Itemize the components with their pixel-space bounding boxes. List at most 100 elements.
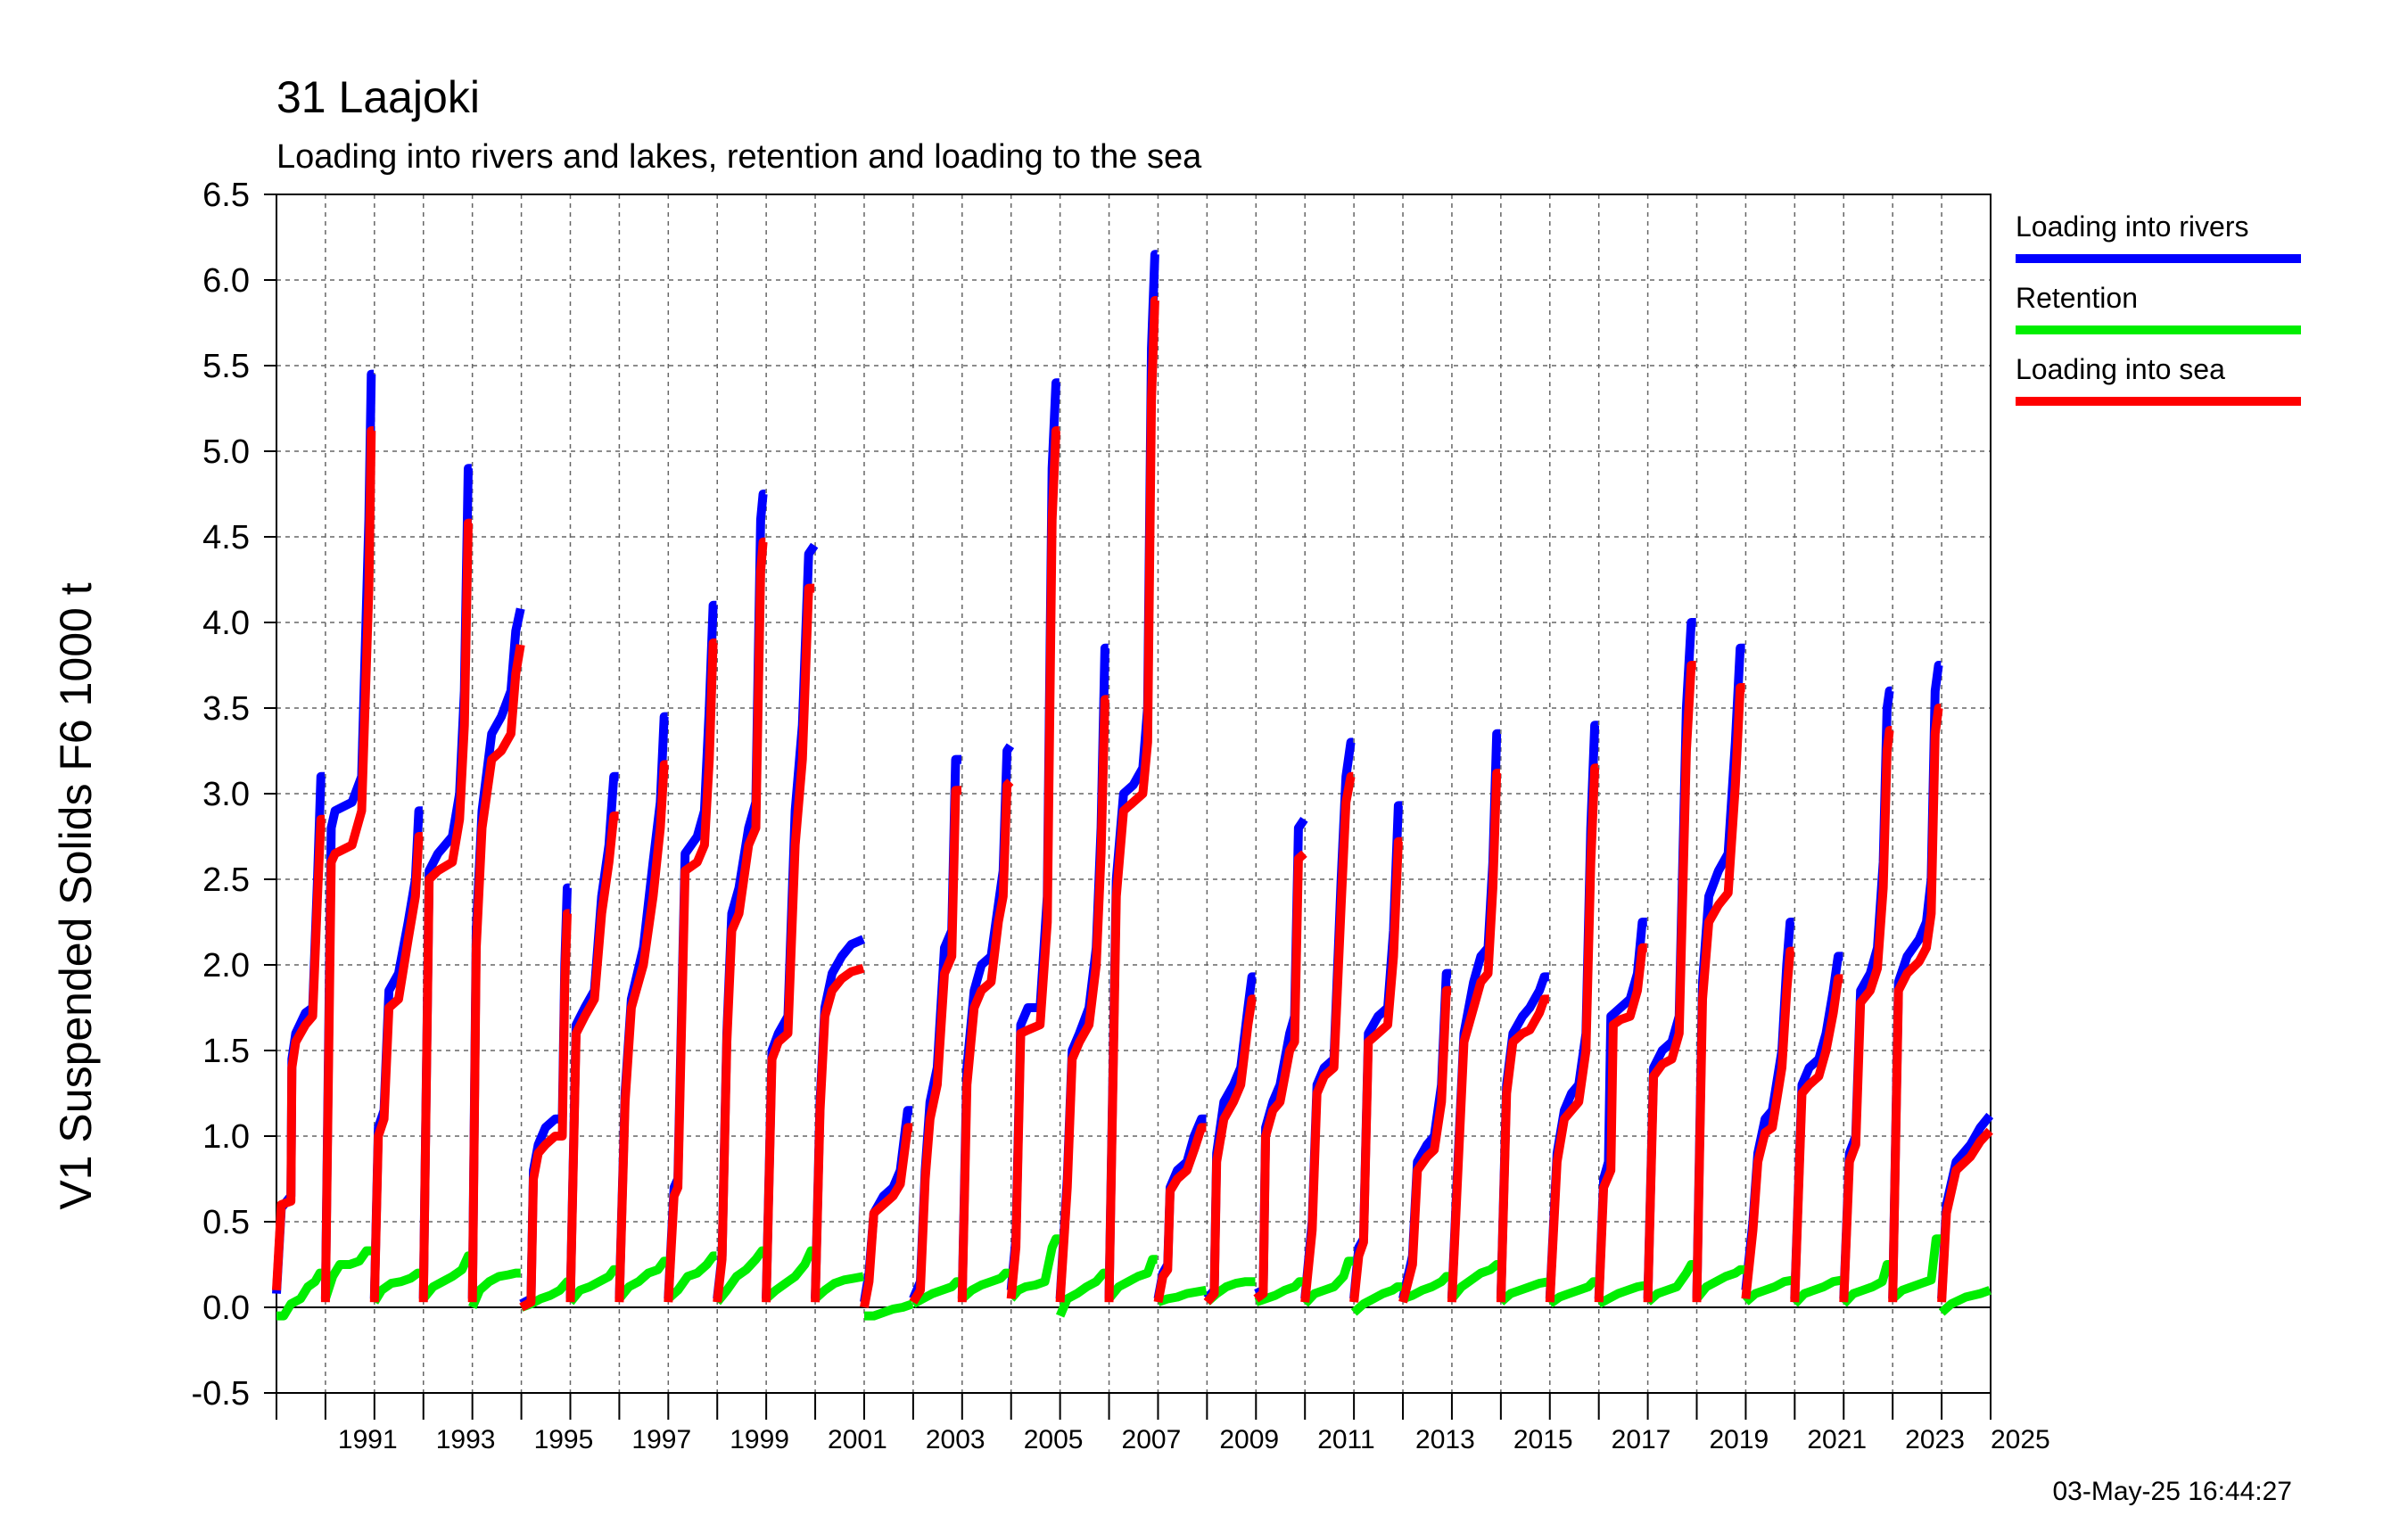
series-line-2002: [860, 1123, 913, 1308]
series-line-2020: [1743, 1275, 1795, 1306]
series-line-2010: [1254, 1277, 1305, 1306]
series-line-2008: [1153, 1123, 1207, 1304]
x-tick-label: 2003: [926, 1425, 985, 1454]
series-line-1999: [713, 1246, 767, 1306]
series-line-1998: [664, 639, 718, 1303]
y-tick-label: 6.0: [202, 262, 250, 300]
series-line-2017: [1594, 943, 1647, 1303]
series-line-2003: [909, 786, 961, 1305]
axes: 6.5 6.0 5.5 5.0 4.5 4.0 3.5 3.0 2.5 2.0 1.5 1.0 0.5 0…: [192, 177, 2050, 1454]
series-line-2022: [1840, 1260, 1893, 1307]
chart-subtitle: Loading into rivers and lakes, retention…: [276, 138, 1202, 176]
series-line-2008: [1156, 1285, 1208, 1306]
series-line-1992: [370, 1268, 423, 1305]
x-tick-label: 2021: [1807, 1425, 1867, 1454]
y-tick-label: 1.0: [202, 1118, 250, 1156]
series-line-2005: [1006, 426, 1060, 1299]
y-tick-label: 3.0: [202, 776, 250, 813]
series-line-2013: [1398, 985, 1452, 1304]
series-line-2003: [911, 1277, 961, 1308]
x-tick-label: 2001: [828, 1425, 887, 1454]
series-group: [272, 250, 1994, 1321]
series-line-1996: [566, 1265, 619, 1306]
series-line-1997: [615, 1256, 669, 1302]
x-tick-label: 2019: [1710, 1425, 1769, 1454]
series-line-1994: [467, 644, 525, 1303]
series-line-1997: [614, 760, 669, 1303]
series-line-2019: [1692, 683, 1745, 1303]
series-line-1991: [320, 369, 376, 1299]
series-line-2023: [1889, 1234, 1942, 1303]
x-tick-label: 2005: [1024, 1425, 1084, 1454]
legend-label: Retention: [2016, 282, 2138, 314]
y-tick-label: -0.5: [192, 1375, 250, 1413]
series-line-2013: [1401, 1272, 1452, 1304]
series-line-2011: [1301, 1256, 1354, 1307]
series-line-2006: [1055, 695, 1109, 1303]
series-line-2014: [1448, 1260, 1502, 1302]
x-tick-label: 1991: [338, 1425, 398, 1454]
series-line-2018: [1643, 661, 1696, 1303]
series-line-1990: [276, 1268, 326, 1321]
x-tick-label: 2007: [1122, 1425, 1182, 1454]
y-axis-label: V1 Suspended Solids F6 1000 t: [51, 582, 101, 1209]
series-line-2000: [763, 1246, 816, 1303]
series-line-2024: [1937, 1127, 1993, 1303]
plot-frame: [276, 194, 1992, 1394]
series-line-2024: [1938, 1286, 1992, 1316]
x-tick-label: 1995: [534, 1425, 594, 1454]
series-line-2021: [1791, 1275, 1844, 1307]
x-tick-label: 2013: [1415, 1425, 1475, 1454]
series-line-2021: [1790, 974, 1843, 1303]
series-line-1998: [664, 1251, 718, 1303]
series-line-1993: [419, 1251, 473, 1302]
series-line-2016: [1546, 1277, 1598, 1308]
x-tick-label: 1997: [631, 1425, 691, 1454]
series-line-2022: [1839, 726, 1894, 1303]
y-tick-label: 3.5: [202, 690, 250, 728]
series-line-2020: [1741, 946, 1795, 1299]
y-tick-label: 2.5: [202, 861, 250, 899]
chart-title: 31 Laajoki: [276, 72, 480, 122]
series-line-1996: [565, 812, 619, 1303]
series-line-2023: [1888, 704, 1943, 1303]
y-tick-label: 6.5: [202, 177, 250, 214]
series-line-2012: [1350, 1282, 1403, 1316]
series-line-2015: [1496, 994, 1549, 1303]
y-tick-label: 1.5: [202, 1033, 250, 1070]
series-line-2018: [1645, 1260, 1696, 1306]
series-line-1993: [418, 518, 473, 1303]
series-line-2015: [1497, 1277, 1550, 1306]
series-line-2016: [1545, 763, 1600, 1303]
x-tick-label: 2023: [1905, 1425, 1965, 1454]
series-line-2014: [1447, 769, 1502, 1303]
y-tick-label: 0.5: [202, 1204, 250, 1241]
y-tick-label: 5.0: [202, 433, 250, 471]
series-line-2001: [811, 963, 865, 1303]
series-line-2004: [957, 779, 1014, 1303]
series-loading-into-sea: [272, 296, 1993, 1312]
series-line-2019: [1693, 1265, 1745, 1302]
series-line-2004: [959, 1268, 1010, 1303]
series-line-2002: [864, 1299, 914, 1321]
y-tick-label: 4.5: [202, 519, 250, 556]
x-tick-label: 1999: [730, 1425, 789, 1454]
x-tick-label: 2011: [1317, 1425, 1375, 1454]
series-line-2000: [762, 583, 815, 1303]
series-retention: [276, 1234, 1992, 1321]
series-line-1990: [272, 814, 326, 1291]
x-tick-label: 2009: [1219, 1425, 1279, 1454]
timestamp: 03-May-25 16:44:27: [2052, 1477, 2292, 1506]
series-line-2017: [1596, 1281, 1648, 1308]
series-line-2010: [1253, 850, 1307, 1303]
series-line-1991: [320, 426, 376, 1303]
series-line-1992: [369, 832, 424, 1303]
series-line-2009: [1203, 994, 1257, 1306]
x-tick-label: 2025: [1991, 1425, 2050, 1454]
legend-label: Loading into sea: [2016, 353, 2225, 385]
series-line-2007: [1105, 1255, 1158, 1302]
series-line-1995: [519, 909, 572, 1312]
y-tick-label: 4.0: [202, 605, 250, 642]
